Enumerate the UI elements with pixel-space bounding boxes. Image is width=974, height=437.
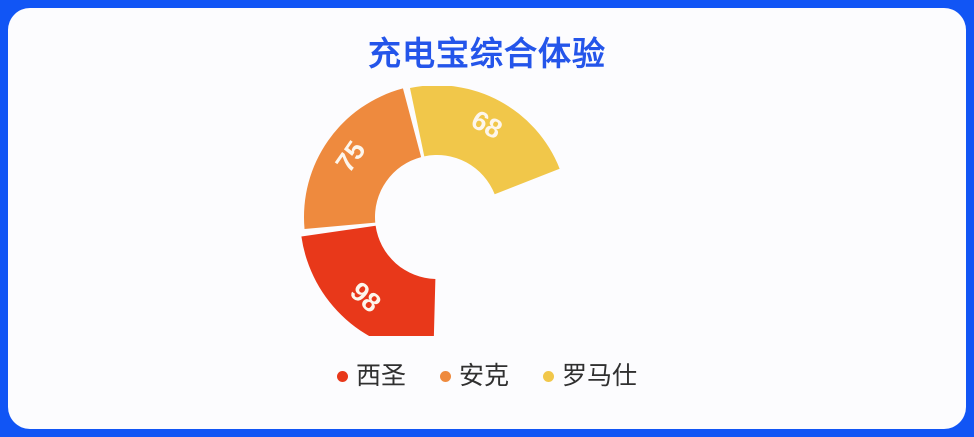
- legend-item-xisheng[interactable]: 西圣: [336, 360, 406, 392]
- rose-chart-svg: 98 75 68: [301, 86, 560, 336]
- slice-group-anke[interactable]: 75: [303, 88, 422, 229]
- legend-label-luomashi: 罗马仕: [562, 362, 638, 390]
- donut-center-hole: [412, 192, 462, 242]
- slice-luomashi[interactable]: [409, 86, 560, 195]
- slice-anke[interactable]: [303, 88, 422, 229]
- legend-label-xisheng: 西圣: [355, 362, 406, 390]
- legend-dot-icon: [439, 370, 451, 382]
- chart-legend: 西圣 安克 罗马仕: [8, 360, 966, 392]
- rose-chart-plot: 98 75 68: [8, 86, 966, 336]
- legend-item-anke[interactable]: 安克: [439, 360, 509, 392]
- chart-title: 充电宝综合体验: [368, 35, 606, 72]
- legend-dot-icon: [336, 370, 348, 382]
- slice-group-luomashi[interactable]: 68: [409, 86, 560, 195]
- slice-xisheng[interactable]: [301, 225, 436, 336]
- legend-item-luomashi[interactable]: 罗马仕: [543, 360, 637, 392]
- chart-card: 充电宝综合体验 98 75 68: [8, 8, 966, 429]
- legend-dot-icon: [543, 370, 554, 382]
- slice-group-xisheng[interactable]: 98: [301, 225, 436, 336]
- legend-label-anke: 安克: [458, 362, 509, 390]
